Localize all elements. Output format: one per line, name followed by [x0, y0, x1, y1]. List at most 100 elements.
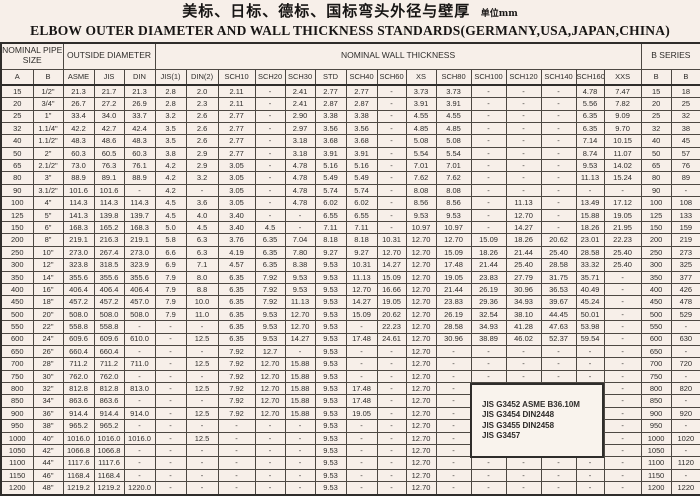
table-cell: -	[284, 220, 316, 235]
table-cell: 9.53	[314, 344, 347, 359]
table-cell: 4.5	[254, 220, 286, 235]
table-cell: -	[376, 357, 407, 371]
table-cell: -	[505, 456, 542, 470]
table-cell: 10.31	[345, 258, 378, 272]
table-cell: 12.70	[405, 406, 437, 421]
table-cell: 4.78	[575, 83, 605, 99]
table-cell: 609.6	[62, 332, 95, 346]
table-cell: 9.53	[314, 382, 347, 396]
title-unit-label: 单位mm	[480, 9, 518, 19]
table-row: 15 1/2" 21.3 21.7 21.3 2.8 2.0 2.11-2.41 2.77 2.7…	[0, 83, 700, 99]
table-cell: 9.27	[345, 245, 378, 260]
table-cell: 12.70	[405, 382, 437, 396]
table-cell: 2.41	[284, 83, 316, 99]
table-cell: 5.56	[575, 97, 605, 111]
table-cell: 12.5	[185, 357, 219, 371]
table-cell: 21.3	[123, 83, 156, 99]
table-cell: -	[376, 134, 407, 148]
column-header-cell: STD	[314, 68, 347, 85]
table-cell: 7.47	[603, 83, 642, 99]
table-cell: -	[217, 456, 256, 470]
table-cell: 2.9	[185, 159, 219, 173]
table-row: 300 12" 323.8 318.5 323.9 6.9 7.1 4.57 6.35 8.38 9…	[0, 258, 700, 272]
table-cell: -	[670, 394, 700, 408]
table-cell: 820	[670, 382, 700, 396]
table-cell: 267.4	[93, 245, 125, 260]
table-cell: 7.9	[154, 282, 187, 297]
table-cell: 9.53	[314, 295, 347, 309]
table-cell: 600	[640, 332, 672, 346]
table-cell: -	[254, 97, 286, 111]
standards-note-box: JIS G3452 ASME B36.10M JIS G3454 DIN2448 J…	[470, 383, 604, 458]
table-cell: -	[505, 109, 542, 123]
table-cell: 42.4	[123, 121, 156, 136]
table-cell: -	[540, 146, 577, 161]
table-cell: 406.4	[62, 282, 95, 297]
table-cell: 20.62	[540, 233, 577, 247]
table-cell: -	[254, 196, 286, 210]
table-cell: 2.87	[345, 97, 378, 111]
table-cell: 16"	[32, 282, 64, 297]
table-cell: 90	[640, 183, 672, 198]
table-cell: 273.0	[62, 245, 95, 260]
table-cell: -	[376, 196, 407, 210]
table-cell: 17.48	[345, 332, 378, 346]
page-subtitle: ELBOW OUTER DIAMETER AND WALL THICKNESS …	[30, 23, 670, 38]
table-cell: 812.8	[93, 382, 125, 396]
table-cell: -	[376, 146, 407, 161]
table-cell: -	[575, 369, 605, 384]
column-header-cell: SCH20	[254, 68, 286, 85]
table-cell: -	[540, 97, 577, 111]
table-cell: 5"	[32, 208, 64, 223]
table-cell: 6.55	[314, 208, 347, 223]
table-cell: 1220	[670, 481, 700, 496]
table-cell: 850	[640, 394, 672, 408]
table-cell: 6.02	[314, 196, 347, 210]
table-cell: 2.11	[217, 83, 256, 99]
table-cell: 9.53	[314, 282, 347, 297]
table-cell: 3.73	[435, 83, 472, 99]
group-header-cell: NOMINAL WALL THICKNESS	[154, 42, 642, 70]
table-cell: -	[154, 444, 187, 458]
table-cell: -	[284, 431, 316, 446]
table-cell: 6.35	[254, 245, 286, 260]
table-cell: -	[435, 382, 472, 396]
table-cell: 36"	[32, 406, 64, 421]
table-cell: 12.70	[405, 431, 437, 446]
table-cell: -	[603, 419, 642, 433]
table-cell: -	[603, 357, 642, 371]
table-cell: -	[345, 320, 378, 334]
table-cell: 350	[0, 270, 34, 284]
table-cell: 15.24	[603, 171, 642, 185]
table-cell: 30"	[32, 369, 64, 384]
table-cell: -	[376, 208, 407, 223]
table-cell: 12.70	[254, 357, 286, 371]
table-cell: 34.93	[470, 320, 507, 334]
table-cell: 44.45	[540, 307, 577, 322]
table-cell: 33.32	[575, 258, 605, 272]
table-cell: 7.92	[217, 344, 256, 359]
table-cell: 3.05	[217, 171, 256, 185]
table-cell: -	[505, 97, 542, 111]
table-cell: -	[540, 109, 577, 123]
table-cell: -	[154, 419, 187, 433]
table-cell: 9.53	[314, 270, 347, 284]
table-cell: -	[505, 369, 542, 384]
table-cell: -	[376, 97, 407, 111]
table-cell: 139.8	[93, 208, 125, 223]
table-cell: 6.55	[345, 208, 378, 223]
table-cell: 9.53	[284, 270, 316, 284]
table-cell: 7.01	[435, 159, 472, 173]
table-cell: 26.19	[470, 282, 507, 297]
table-cell: -	[603, 444, 642, 458]
table-cell: 80	[0, 171, 34, 185]
table-cell: 8.56	[405, 196, 437, 210]
table-cell: 11.13	[284, 295, 316, 309]
table-cell: 457.2	[62, 295, 95, 309]
table-cell: 2.97	[284, 121, 316, 136]
table-cell: 4.5	[154, 196, 187, 210]
table-cell: 25.40	[505, 258, 542, 272]
table-cell: 24"	[32, 332, 64, 346]
table-cell: 15.09	[345, 307, 378, 322]
table-cell: -	[540, 83, 577, 99]
